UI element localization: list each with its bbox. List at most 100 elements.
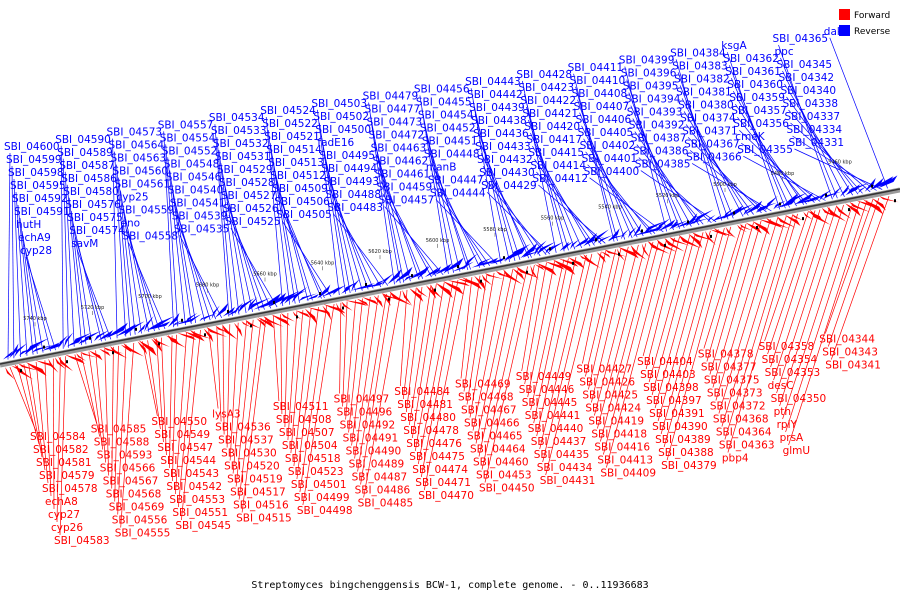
gene-arrow bbox=[544, 261, 565, 270]
axis-tick-label: 5660 kbp bbox=[253, 271, 277, 277]
gene-label: SBI_04553 bbox=[169, 494, 225, 506]
gene-label: SBI_04515 bbox=[236, 513, 292, 525]
leader-line bbox=[222, 325, 225, 435]
gene-label: SBI_04467 bbox=[461, 405, 517, 417]
leader-line bbox=[677, 72, 729, 220]
gene-arrow bbox=[474, 275, 486, 291]
gene-arrow bbox=[845, 203, 861, 217]
gene-label: lysA3 bbox=[212, 409, 240, 421]
gene-label: SBI_04364 bbox=[716, 427, 772, 439]
leader-line bbox=[634, 131, 700, 226]
leader-line bbox=[279, 207, 325, 299]
leader-line bbox=[737, 116, 807, 205]
gene-label: SBI_04526 bbox=[223, 203, 279, 215]
gene-label: SBI_04537 bbox=[218, 435, 274, 447]
leader-line bbox=[784, 83, 853, 196]
gene-label: SBI_04540 bbox=[168, 184, 224, 196]
gene-label: SBI_04583 bbox=[54, 535, 110, 547]
gene-label: SBI_04440 bbox=[528, 423, 584, 435]
gene-label: SBI_04560 bbox=[113, 166, 169, 178]
gene-label: SBI_04521 bbox=[264, 131, 320, 143]
gene-label: SBI_04569 bbox=[109, 502, 165, 514]
axis-marker bbox=[549, 247, 551, 251]
gene-label: SBI_04474 bbox=[412, 464, 468, 476]
leader-line bbox=[272, 315, 280, 402]
leader-line bbox=[235, 319, 254, 487]
gene-arrow bbox=[745, 222, 762, 234]
leader-line bbox=[575, 86, 618, 241]
leader-line bbox=[44, 360, 52, 497]
leader-line bbox=[179, 235, 223, 319]
leader-line bbox=[435, 199, 498, 265]
gene-features bbox=[3, 175, 899, 380]
leader-line bbox=[830, 195, 890, 360]
gene-label: SBI_04460 bbox=[473, 457, 529, 469]
gene-arrow bbox=[395, 275, 405, 284]
gene-label: SBI_04459 bbox=[377, 182, 433, 194]
gene-arrow bbox=[120, 344, 132, 353]
gene-label: SBI_04552 bbox=[162, 145, 218, 157]
leader-line bbox=[214, 124, 230, 317]
gene-label: SBI_04494 bbox=[321, 163, 377, 175]
gene-label: SBI_04393 bbox=[627, 107, 683, 119]
gene-label: SBI_04465 bbox=[467, 431, 523, 443]
gene-arrow bbox=[725, 226, 736, 239]
gene-label: SBI_04557 bbox=[158, 119, 214, 131]
leader-line bbox=[486, 191, 551, 255]
gene-label: SBI_04501 bbox=[291, 479, 347, 491]
axis-marker bbox=[388, 297, 390, 301]
leader-line bbox=[527, 261, 555, 398]
gene-label: SBI_04387 bbox=[631, 133, 687, 145]
gene-label: SBI_04424 bbox=[585, 403, 641, 415]
gene-label: SBI_04405 bbox=[578, 127, 634, 139]
leader-line bbox=[104, 348, 110, 476]
leader-line bbox=[640, 170, 717, 223]
gene-label: SBI_04584 bbox=[30, 431, 86, 443]
gene-arrow bbox=[88, 350, 103, 361]
leader-line bbox=[730, 78, 790, 208]
leader-line bbox=[533, 258, 569, 424]
leader-line bbox=[638, 157, 712, 223]
leader-line bbox=[472, 270, 506, 431]
leader-line bbox=[666, 226, 732, 461]
gene-arrow bbox=[145, 320, 164, 331]
gene-arrow bbox=[215, 302, 229, 318]
leader-line bbox=[431, 173, 485, 267]
gene-label: SBI_04397 bbox=[646, 395, 702, 407]
leader-line bbox=[120, 342, 135, 528]
leader-line bbox=[290, 310, 304, 454]
gene-label: echA8 bbox=[45, 496, 78, 508]
gene-label: SBI_04519 bbox=[227, 474, 283, 486]
gene-label: SBI_04559 bbox=[119, 205, 175, 217]
gene-label: SBI_04388 bbox=[658, 447, 714, 459]
axis-marker bbox=[227, 309, 229, 313]
gene-label: SBI_04457 bbox=[379, 195, 435, 207]
leader-line bbox=[171, 183, 197, 323]
gene-arrow bbox=[18, 363, 39, 371]
gene-arrow bbox=[64, 354, 85, 364]
gene-label: SBI_04550 bbox=[151, 416, 207, 428]
leader-line bbox=[534, 158, 595, 246]
gene-label: SBI_04561 bbox=[115, 179, 171, 191]
leader-line bbox=[577, 99, 626, 240]
leader-line bbox=[779, 204, 844, 407]
gene-label: SBI_04372 bbox=[710, 401, 766, 413]
gene-arrow bbox=[678, 234, 702, 249]
gene-label: SBI_04549 bbox=[154, 429, 210, 441]
axis-marker bbox=[296, 315, 298, 319]
leader-line bbox=[329, 187, 374, 289]
gene-label: ppc bbox=[775, 46, 794, 58]
leader-line bbox=[374, 141, 411, 282]
gene-label: SBI_04575 bbox=[67, 212, 123, 224]
gene-label: SBI_04475 bbox=[409, 451, 465, 463]
gene-arrow bbox=[567, 257, 585, 269]
gene-arrow bbox=[692, 232, 715, 241]
gene-label: SBI_04593 bbox=[97, 450, 153, 462]
axis-tick-label: 5580 kbp bbox=[483, 227, 507, 233]
gene-arrow bbox=[137, 323, 146, 334]
leader-line bbox=[280, 314, 283, 415]
gene-arrow bbox=[442, 280, 464, 295]
gene-label: SBI_04386 bbox=[633, 146, 689, 158]
gene-label: SBI_04487 bbox=[352, 472, 408, 484]
gene-label: SBI_04470 bbox=[418, 490, 474, 502]
